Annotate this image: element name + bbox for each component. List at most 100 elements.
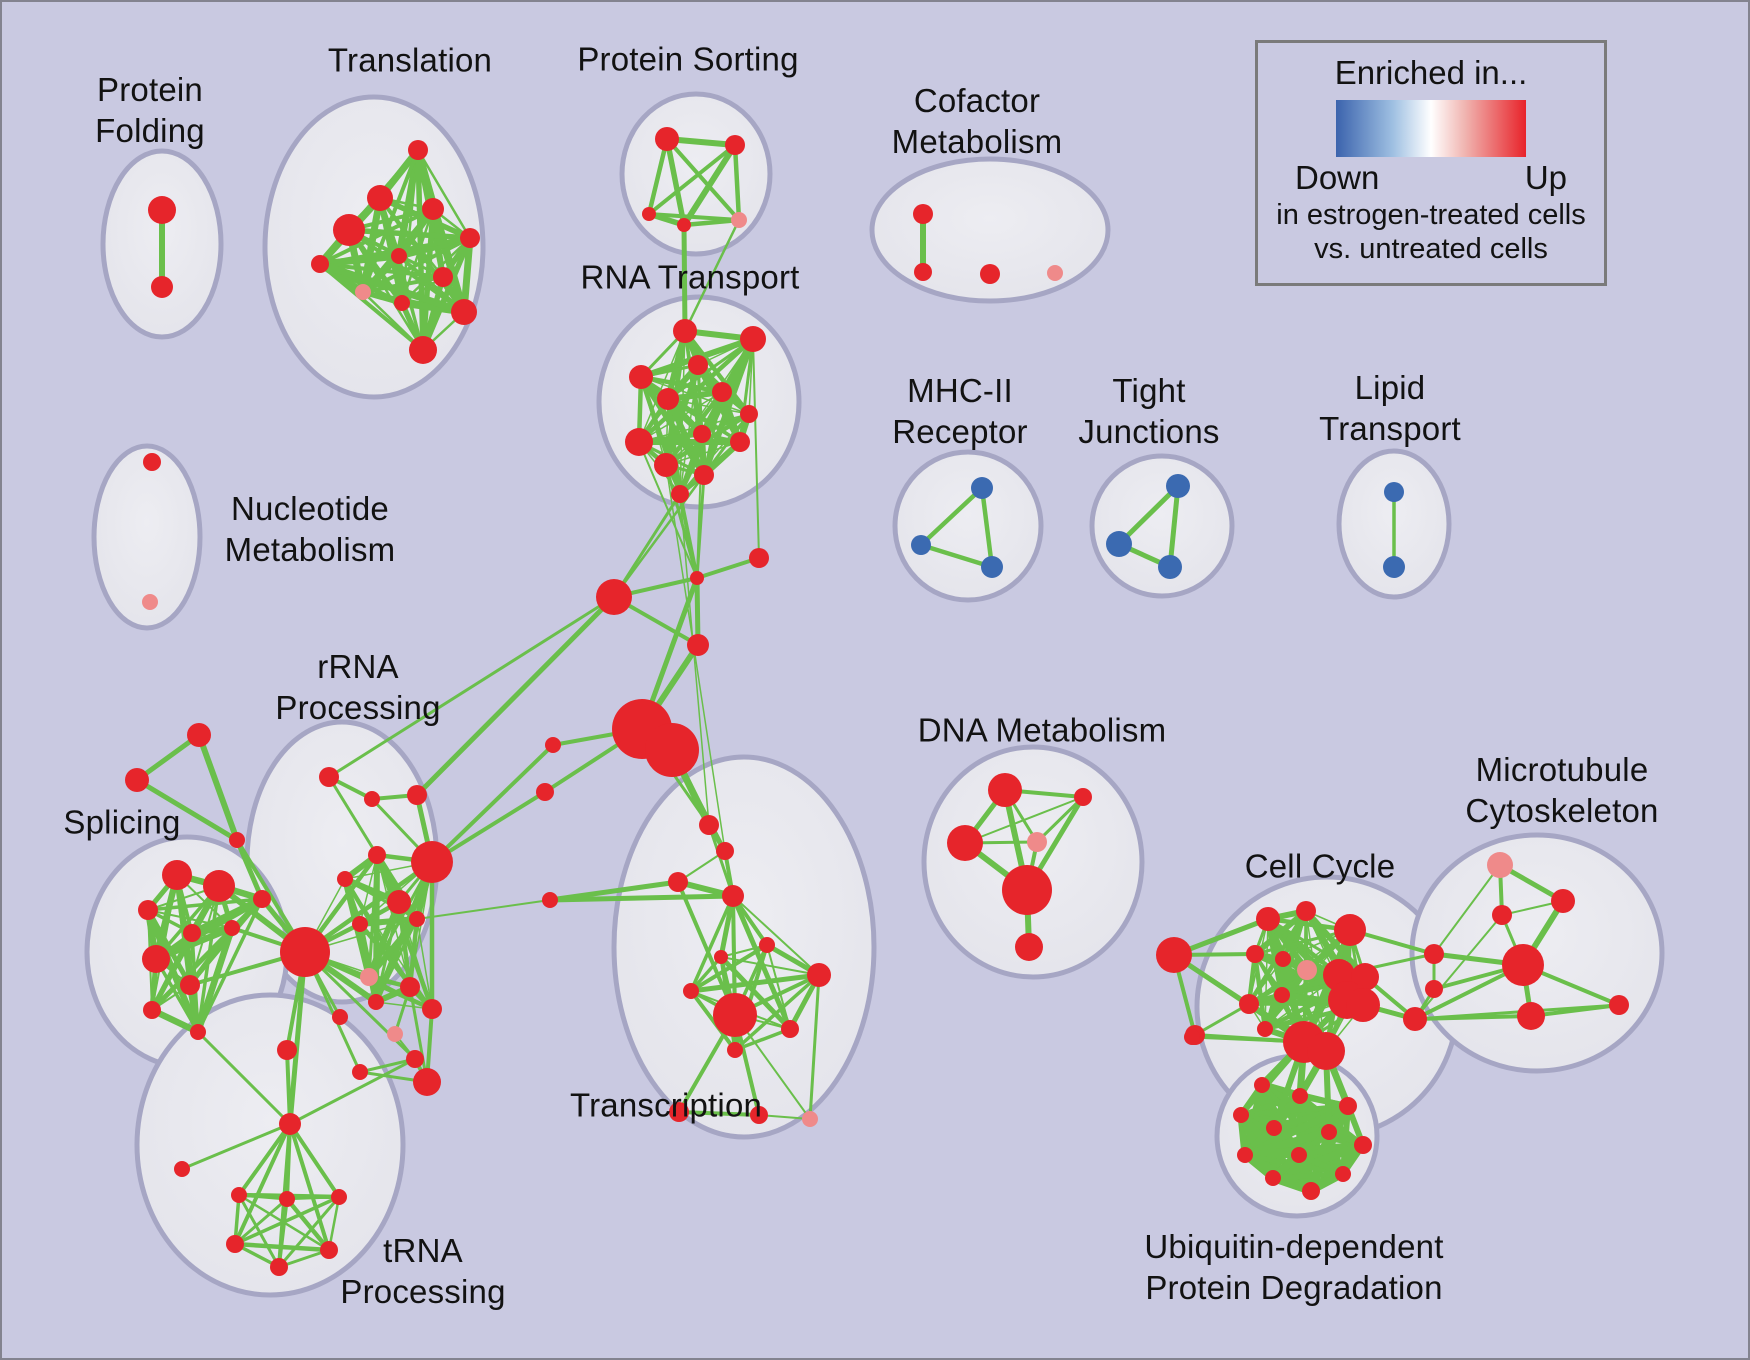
node-cf1	[913, 204, 933, 224]
node-th5	[320, 1241, 338, 1259]
node-mtr	[1609, 995, 1629, 1015]
node-c8	[536, 783, 554, 801]
node-sp7	[180, 975, 200, 995]
edge-tc7-tc11	[689, 989, 737, 1052]
node-tc4	[722, 885, 744, 907]
node-th1	[231, 1187, 247, 1203]
edge-ps2-ps5	[732, 142, 742, 223]
label-line: Metabolism	[891, 123, 1063, 160]
node-tj2	[1106, 531, 1132, 557]
edge-rt6-rt10	[666, 397, 742, 444]
node-t5	[460, 228, 480, 248]
edge-sp6-sp10	[154, 957, 200, 1034]
edge-cc13-cc9	[1193, 1002, 1251, 1037]
node-rt11	[654, 453, 678, 477]
edge-t11-t12	[318, 262, 425, 352]
edge-t3-t12	[318, 207, 435, 266]
edge-rt6-rt13	[665, 396, 683, 497]
node-cf2	[914, 263, 932, 281]
node-th6	[270, 1258, 288, 1276]
node-u5	[1339, 1097, 1357, 1115]
node-d5	[1002, 865, 1052, 915]
edge-ps1-ps5	[665, 137, 741, 222]
edge-tj1-tj3	[1167, 483, 1181, 570]
cluster-mhc-ii-receptor-ellipse	[892, 449, 1044, 603]
node-n2	[142, 594, 158, 610]
cluster-trna-processing-ellipse	[134, 992, 406, 1298]
node-s3	[229, 832, 245, 848]
node-u10	[1265, 1170, 1281, 1186]
edge-trh-th4	[233, 1122, 292, 1246]
node-t12	[311, 255, 329, 273]
legend-subtitle-line2: vs. untreated cells	[1314, 233, 1548, 265]
node-rr3	[407, 785, 427, 805]
legend-scale-row: Down Up	[1295, 158, 1567, 198]
cluster-tight-junctions-ellipse	[1089, 453, 1235, 599]
node-rr10	[360, 968, 378, 986]
node-t6	[391, 248, 407, 264]
edge-rr6-H	[302, 859, 435, 955]
edge-c1-rr3	[414, 594, 617, 798]
label-cell-cycle: Cell Cycle	[1245, 846, 1396, 887]
label-protein-sorting: Protein Sorting	[577, 39, 798, 80]
legend-down-label: Down	[1295, 159, 1380, 196]
edge-s2-s3	[134, 777, 240, 843]
node-cc5	[1275, 951, 1291, 967]
edge-ps1-ps4	[664, 136, 687, 228]
node-tj3	[1158, 555, 1182, 579]
edge-rr9-c9	[416, 899, 551, 920]
node-m3	[981, 556, 1003, 578]
edge-c1-rr1	[327, 595, 616, 779]
node-tc13	[750, 1106, 768, 1124]
label-line: Transcription	[569, 1086, 763, 1124]
label-line: Cofactor	[913, 82, 1041, 119]
node-mtb	[1502, 944, 1544, 986]
label-line: Ubiquitin-dependent	[1144, 1228, 1444, 1265]
node-rr8	[352, 916, 368, 932]
node-u11	[1335, 1166, 1351, 1182]
node-t3	[422, 198, 444, 220]
node-cc8	[1351, 963, 1379, 991]
label-translation: Translation	[328, 40, 492, 81]
node-rt5	[712, 382, 732, 402]
edge-sp10-trh	[196, 1030, 292, 1126]
node-sp3	[138, 900, 158, 920]
edge-tc8-tc14	[808, 973, 821, 1121]
label-mhc-ii-receptor: MHC-II Receptor	[892, 370, 1028, 452]
node-u13	[1184, 1029, 1200, 1045]
edge-th3-th4	[233, 1195, 341, 1246]
node-u8	[1237, 1147, 1253, 1163]
edge-rt12-c1	[612, 473, 706, 599]
label-line: Processing	[340, 1273, 506, 1310]
node-tc9	[713, 993, 757, 1037]
edge-s1-s2	[134, 732, 202, 783]
edge-tc12-tc13	[677, 1110, 761, 1117]
edge-ps1-ps3	[646, 136, 670, 217]
node-u12	[1302, 1182, 1320, 1200]
edge-t4-t5	[346, 227, 473, 241]
edge-sp8-sp9	[149, 896, 265, 1013]
legend-subtitle-line1: in estrogen-treated cells	[1276, 199, 1586, 231]
node-cc1	[1256, 907, 1280, 931]
edge-rt13-tc1	[679, 493, 710, 826]
edge-tc4-tc8	[732, 895, 820, 976]
edge-ps4-ps5	[681, 217, 742, 228]
node-d6	[1015, 933, 1043, 961]
label-line: Junctions	[1078, 413, 1220, 450]
edge-s1-s3	[196, 732, 240, 843]
node-lt2	[1383, 556, 1405, 578]
node-mt2	[1551, 889, 1575, 913]
edge-rr9-rr11	[407, 916, 420, 990]
edge-th2-th5	[284, 1196, 332, 1253]
node-rr13	[368, 994, 384, 1010]
edge-t7-t12	[318, 262, 445, 279]
label-dna-metabolism: DNA Metabolism	[918, 710, 1167, 751]
node-ps5	[731, 212, 747, 228]
label-rna-transport: RNA Transport	[580, 257, 799, 298]
edge-ps5-rt1	[683, 218, 741, 333]
node-rr19	[277, 1040, 297, 1060]
node-rt13	[671, 485, 689, 503]
edge-trh-th3	[288, 1122, 341, 1199]
edge-m2-m3	[918, 542, 995, 570]
